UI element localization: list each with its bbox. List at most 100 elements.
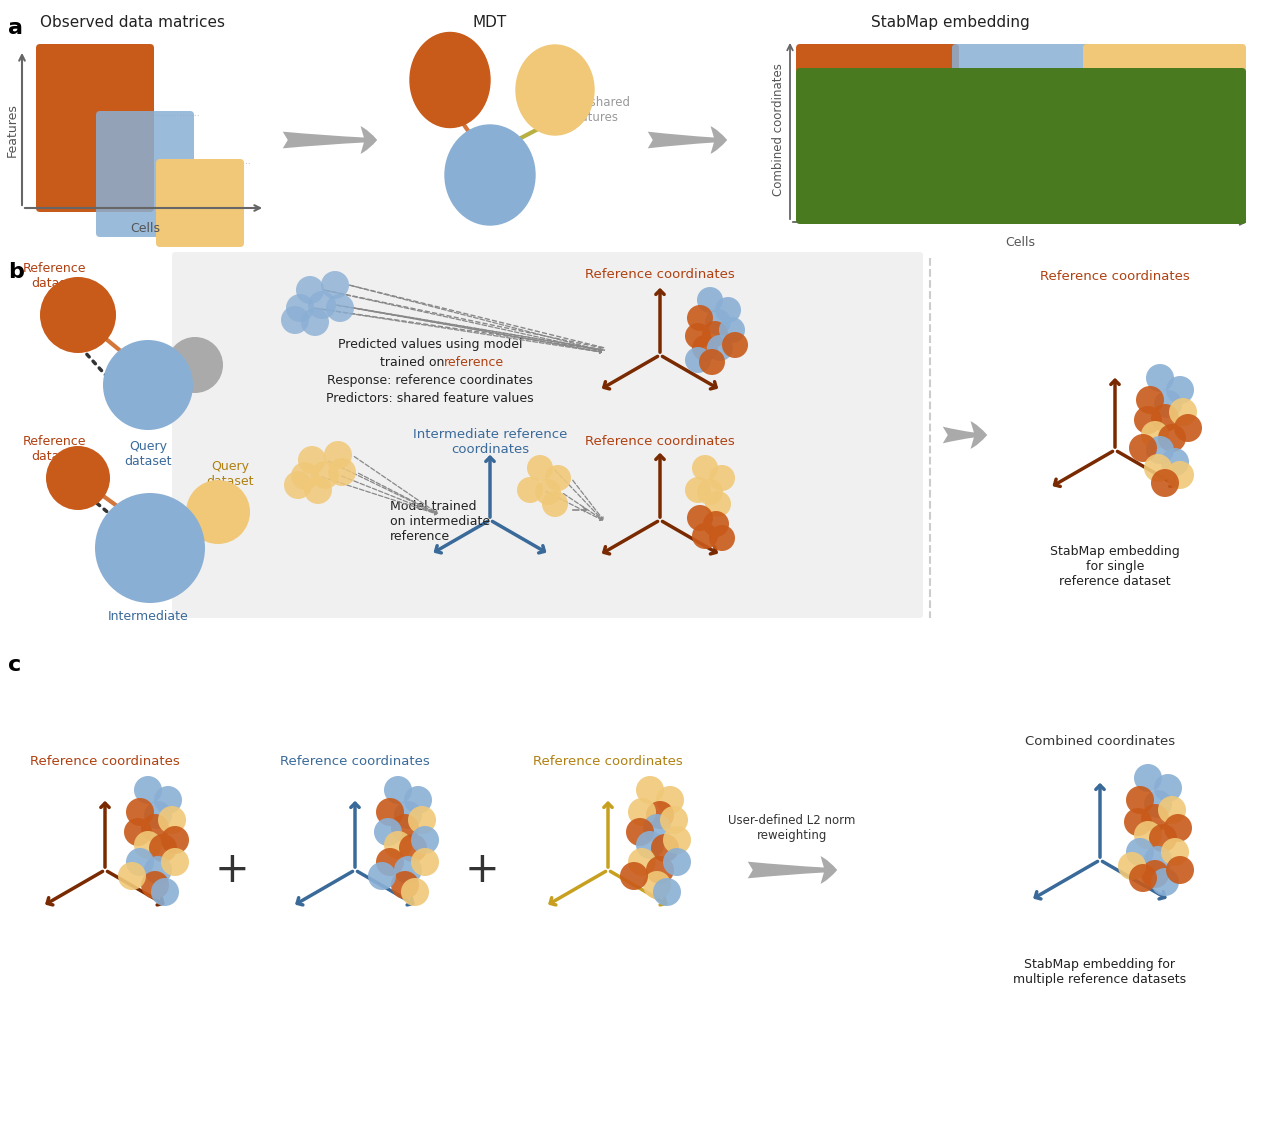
Circle shape: [1144, 846, 1172, 874]
Circle shape: [186, 480, 250, 544]
Text: Reference coordinates: Reference coordinates: [534, 755, 682, 768]
Circle shape: [705, 309, 731, 335]
FancyBboxPatch shape: [796, 67, 1245, 224]
Circle shape: [698, 479, 723, 505]
Circle shape: [1166, 377, 1194, 404]
Text: Reference
dataset: Reference dataset: [23, 435, 87, 463]
Circle shape: [141, 871, 169, 899]
Text: Reference coordinates: Reference coordinates: [31, 755, 180, 768]
Text: +: +: [215, 849, 250, 891]
Circle shape: [1124, 808, 1152, 836]
Text: a: a: [8, 18, 23, 38]
Circle shape: [1134, 821, 1162, 849]
Circle shape: [646, 856, 675, 883]
Text: Predictors: shared feature values: Predictors: shared feature values: [326, 392, 534, 405]
FancyBboxPatch shape: [172, 252, 923, 618]
Circle shape: [1144, 790, 1172, 818]
Text: Cells: Cells: [1005, 236, 1036, 250]
Circle shape: [687, 505, 713, 531]
Circle shape: [311, 461, 339, 489]
Circle shape: [716, 297, 741, 323]
Circle shape: [646, 801, 675, 830]
FancyBboxPatch shape: [156, 158, 244, 247]
Circle shape: [1164, 814, 1192, 842]
Circle shape: [1158, 424, 1187, 452]
Circle shape: [1161, 448, 1189, 475]
Text: User-defined L2 norm
reweighting: User-defined L2 norm reweighting: [728, 814, 856, 842]
Circle shape: [1140, 804, 1169, 832]
Circle shape: [376, 847, 404, 876]
Text: Model trained
on intermediate
reference: Model trained on intermediate reference: [390, 500, 490, 543]
Text: Reference coordinates: Reference coordinates: [1041, 270, 1190, 283]
Circle shape: [692, 455, 718, 481]
Circle shape: [324, 441, 352, 469]
Circle shape: [411, 826, 439, 854]
Text: StabMap embedding
for single
reference dataset: StabMap embedding for single reference d…: [1050, 545, 1180, 588]
Circle shape: [657, 786, 684, 814]
Circle shape: [1151, 404, 1179, 432]
Circle shape: [692, 335, 718, 361]
Circle shape: [653, 878, 681, 906]
Circle shape: [541, 491, 568, 517]
Circle shape: [1161, 839, 1189, 865]
Circle shape: [685, 477, 710, 504]
Circle shape: [118, 862, 146, 890]
Circle shape: [719, 317, 745, 343]
Circle shape: [125, 798, 154, 826]
Circle shape: [1158, 796, 1187, 824]
Circle shape: [1166, 461, 1194, 489]
Circle shape: [628, 847, 657, 876]
Circle shape: [141, 814, 169, 842]
Circle shape: [709, 465, 735, 491]
Circle shape: [643, 871, 671, 899]
Circle shape: [1149, 824, 1178, 852]
Circle shape: [411, 847, 439, 876]
Circle shape: [143, 856, 172, 883]
Circle shape: [698, 287, 723, 312]
Circle shape: [1134, 764, 1162, 792]
Text: Predicted values using model: Predicted values using model: [338, 338, 522, 351]
Circle shape: [394, 801, 422, 830]
Circle shape: [545, 465, 571, 491]
Text: Combined coordinates: Combined coordinates: [1025, 735, 1175, 747]
Circle shape: [384, 776, 412, 804]
Circle shape: [660, 806, 689, 834]
Text: Reference
dataset: Reference dataset: [23, 262, 87, 290]
Circle shape: [374, 818, 402, 846]
Circle shape: [707, 335, 733, 361]
FancyBboxPatch shape: [96, 111, 195, 237]
Circle shape: [1126, 839, 1155, 865]
Ellipse shape: [445, 125, 535, 225]
Circle shape: [709, 525, 735, 551]
Circle shape: [291, 462, 319, 490]
Circle shape: [404, 786, 433, 814]
Text: No shared
features: No shared features: [570, 96, 630, 124]
Ellipse shape: [410, 33, 490, 127]
Text: Reference coordinates: Reference coordinates: [280, 755, 430, 768]
Circle shape: [1117, 852, 1146, 880]
Circle shape: [1174, 414, 1202, 442]
Circle shape: [652, 834, 678, 862]
Circle shape: [326, 294, 355, 321]
Circle shape: [376, 798, 404, 826]
Circle shape: [705, 491, 731, 517]
Circle shape: [626, 818, 654, 846]
Circle shape: [685, 347, 710, 373]
Circle shape: [284, 471, 312, 499]
Circle shape: [1151, 469, 1179, 497]
Circle shape: [685, 323, 710, 348]
Text: Reference coordinates: Reference coordinates: [585, 435, 735, 448]
Circle shape: [1140, 422, 1169, 448]
Circle shape: [1155, 774, 1181, 803]
Circle shape: [1137, 386, 1164, 414]
Circle shape: [46, 446, 110, 510]
Circle shape: [687, 305, 713, 330]
Circle shape: [1169, 398, 1197, 426]
Circle shape: [663, 847, 691, 876]
Circle shape: [161, 826, 189, 854]
FancyBboxPatch shape: [952, 44, 1091, 74]
Text: Observed data matrices: Observed data matrices: [40, 15, 225, 30]
Text: StabMap embedding for
multiple reference datasets: StabMap embedding for multiple reference…: [1014, 958, 1187, 986]
Text: trained on: trained on: [380, 356, 448, 369]
Circle shape: [157, 806, 186, 834]
